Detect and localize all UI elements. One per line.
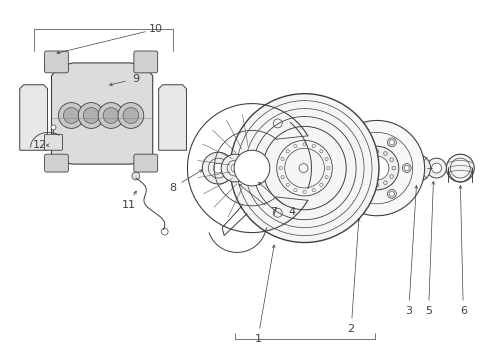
Circle shape xyxy=(167,94,177,104)
Circle shape xyxy=(388,192,393,196)
Circle shape xyxy=(409,161,423,175)
Text: 5: 5 xyxy=(424,306,431,316)
Circle shape xyxy=(386,189,395,198)
Circle shape xyxy=(402,154,429,182)
Circle shape xyxy=(213,163,223,173)
Circle shape xyxy=(359,140,364,145)
Polygon shape xyxy=(158,85,186,150)
Text: 9: 9 xyxy=(132,74,139,84)
Circle shape xyxy=(342,164,351,172)
Circle shape xyxy=(63,108,79,123)
Circle shape xyxy=(29,131,39,141)
Text: 10: 10 xyxy=(148,24,163,34)
Text: 4: 4 xyxy=(287,207,295,217)
Circle shape xyxy=(221,154,248,182)
Circle shape xyxy=(344,166,349,171)
Text: 12: 12 xyxy=(33,140,46,150)
Polygon shape xyxy=(51,63,152,164)
Circle shape xyxy=(122,108,139,123)
Circle shape xyxy=(29,94,39,104)
Circle shape xyxy=(402,164,410,172)
Circle shape xyxy=(161,228,168,235)
Circle shape xyxy=(231,164,239,172)
Circle shape xyxy=(426,158,446,178)
Circle shape xyxy=(103,108,119,123)
Circle shape xyxy=(98,103,123,129)
Circle shape xyxy=(386,138,395,147)
Circle shape xyxy=(365,156,388,180)
Circle shape xyxy=(359,192,364,196)
FancyBboxPatch shape xyxy=(134,51,157,73)
Circle shape xyxy=(140,55,151,67)
FancyBboxPatch shape xyxy=(134,154,157,172)
Text: 8: 8 xyxy=(169,183,176,193)
Text: 7: 7 xyxy=(270,207,277,217)
Text: 11: 11 xyxy=(122,200,136,210)
Circle shape xyxy=(388,140,393,145)
Text: 1: 1 xyxy=(254,334,261,344)
Circle shape xyxy=(83,108,99,123)
Circle shape xyxy=(431,163,441,173)
Circle shape xyxy=(51,125,56,130)
FancyBboxPatch shape xyxy=(44,51,68,73)
Circle shape xyxy=(404,166,408,171)
Circle shape xyxy=(357,189,366,198)
Circle shape xyxy=(118,103,143,129)
FancyBboxPatch shape xyxy=(44,154,68,172)
Circle shape xyxy=(234,150,269,186)
Text: 6: 6 xyxy=(459,306,466,316)
Circle shape xyxy=(230,94,378,243)
FancyBboxPatch shape xyxy=(44,134,62,150)
Circle shape xyxy=(202,152,234,184)
Circle shape xyxy=(132,172,140,180)
Circle shape xyxy=(59,103,84,129)
Circle shape xyxy=(50,55,62,67)
Text: 2: 2 xyxy=(347,324,354,334)
Circle shape xyxy=(357,138,366,147)
Circle shape xyxy=(354,146,398,190)
Text: 3: 3 xyxy=(405,306,411,316)
Polygon shape xyxy=(20,85,47,150)
Circle shape xyxy=(78,103,104,129)
Circle shape xyxy=(328,121,424,216)
Circle shape xyxy=(167,131,177,141)
Circle shape xyxy=(446,154,473,182)
